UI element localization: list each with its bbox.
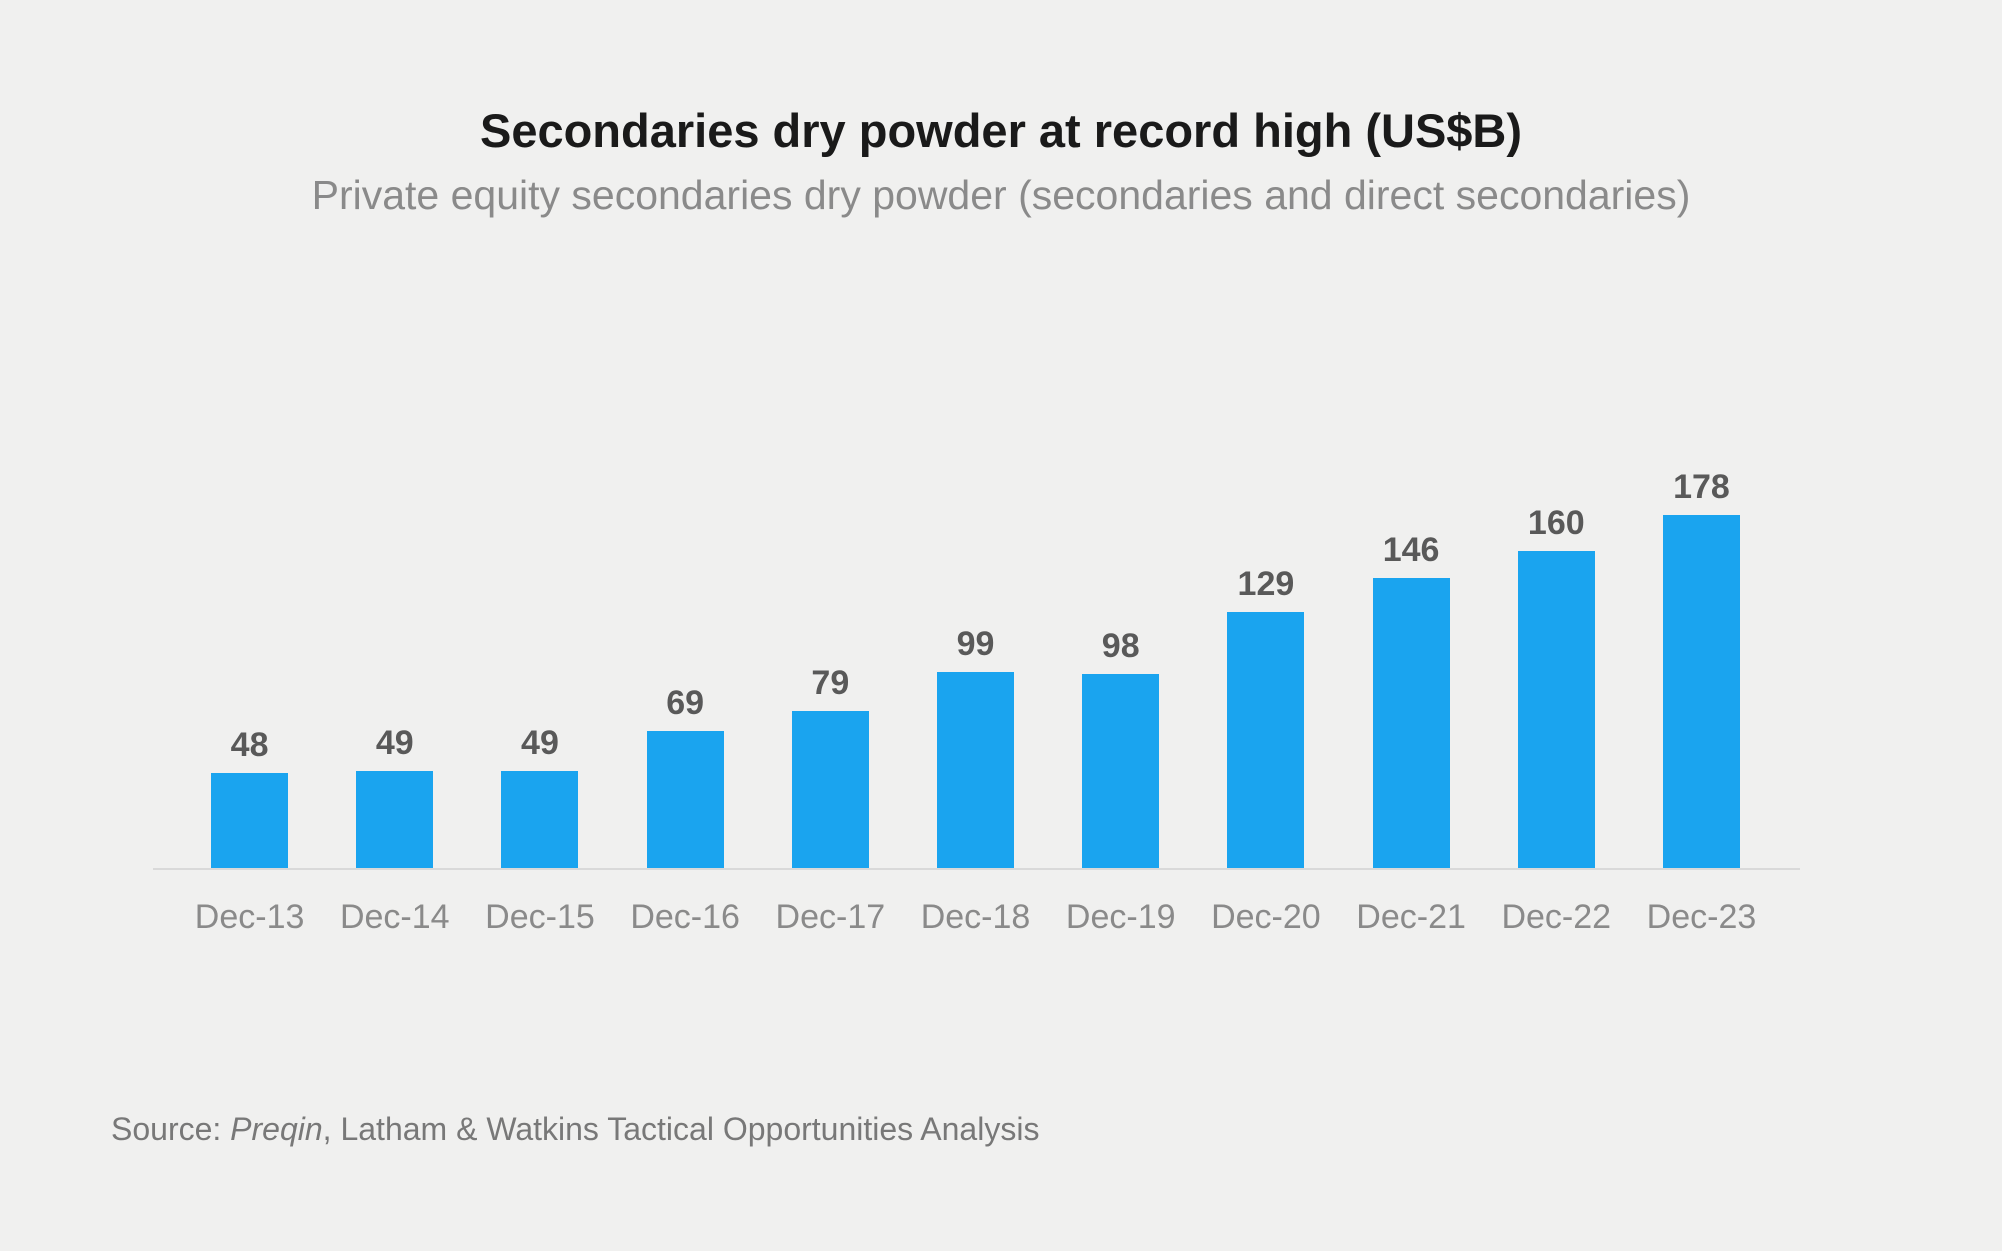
x-axis-labels: Dec-13 Dec-14 Dec-15 Dec-16 Dec-17 Dec-18 Dec-…: [177, 898, 1774, 936]
bar-value-label: 48: [230, 726, 269, 764]
x-axis-tick-label: Dec-19: [1065, 898, 1176, 936]
bar-group: 129: [1193, 564, 1338, 868]
bar-group: 49: [467, 723, 612, 868]
x-axis-tick-label: Dec-15: [485, 898, 595, 936]
x-axis-tick-label: Dec-21: [1356, 898, 1466, 936]
bar-group: 160: [1484, 503, 1629, 868]
bar: [1082, 674, 1160, 868]
bar: [1372, 578, 1450, 868]
x-axis-tick-label: Dec-17: [775, 898, 886, 936]
x-axis-tick-label: Dec-13: [194, 898, 305, 936]
chart-subtitle: Private equity secondaries dry powder (s…: [311, 172, 1691, 218]
bar-group: 48: [177, 725, 322, 868]
bar: [791, 711, 869, 868]
bar-group: 69: [613, 683, 758, 868]
source-prefix: Source:: [111, 1111, 231, 1147]
bar-value-label: 146: [1382, 531, 1440, 569]
bar: [356, 771, 434, 868]
bar-group: 146: [1339, 530, 1484, 868]
bar-value-label: 69: [666, 684, 705, 722]
bar-value-label: 49: [521, 724, 559, 762]
bar-value-label: 160: [1527, 504, 1585, 542]
source-note: Source: Preqin, Latham & Watkins Tactica…: [111, 1108, 1039, 1150]
x-axis-tick-label: Dec-16: [630, 898, 740, 936]
bar: [1227, 612, 1305, 868]
x-axis-tick-label: Dec-20: [1211, 898, 1321, 936]
bar-chart: 48 49 49 69 79 99 98 129 146 160 178 Dec-13 Dec-14 D…: [153, 438, 1800, 936]
bar-value-label: 49: [375, 724, 414, 762]
bar: [501, 771, 579, 868]
x-axis-line: [153, 868, 1800, 870]
bar-value-label: 129: [1237, 565, 1295, 603]
bar-value-label: 98: [1101, 627, 1140, 665]
bar: [1517, 551, 1595, 868]
bar-group: 98: [1048, 626, 1193, 868]
bar-group: 178: [1629, 467, 1774, 868]
x-axis-tick-label: Dec-14: [339, 898, 450, 936]
x-axis-tick-label: Dec-18: [920, 898, 1031, 936]
bar-value-label: 79: [811, 664, 850, 702]
source-name: Preqin: [230, 1111, 323, 1147]
chart-title: Secondaries dry powder at record high (U…: [479, 104, 1523, 157]
bar: [646, 731, 724, 868]
source-suffix: , Latham & Watkins Tactical Opportunitie…: [322, 1111, 1040, 1147]
x-axis-tick-label: Dec-22: [1501, 898, 1612, 936]
bar-group: 49: [322, 723, 467, 868]
bar-value-label: 99: [956, 625, 995, 663]
x-axis-tick-label: Dec-23: [1646, 898, 1757, 936]
bar-group: 79: [758, 663, 903, 868]
bar: [1662, 515, 1740, 868]
bar: [937, 672, 1015, 868]
bar: [211, 773, 289, 868]
bar-group: 99: [903, 624, 1048, 868]
bars-area: 48 49 49 69 79 99 98 129 146 160 178: [177, 438, 1774, 868]
bar-value-label: 178: [1673, 468, 1730, 506]
